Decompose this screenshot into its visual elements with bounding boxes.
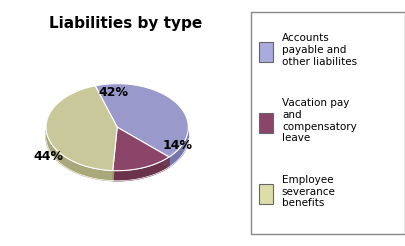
Polygon shape (117, 127, 169, 167)
Text: Accounts
payable and
other liabilites: Accounts payable and other liabilites (282, 33, 357, 66)
Bar (259, 184, 273, 204)
Bar (259, 113, 273, 133)
Text: 42%: 42% (98, 86, 128, 99)
Polygon shape (113, 127, 117, 181)
Polygon shape (113, 157, 169, 181)
Polygon shape (46, 131, 113, 181)
Polygon shape (113, 127, 117, 181)
Text: Vacation pay
and
compensatory
leave: Vacation pay and compensatory leave (282, 98, 357, 143)
Polygon shape (169, 128, 188, 167)
Text: Employee
severance
benefits: Employee severance benefits (282, 175, 336, 208)
Polygon shape (117, 127, 169, 167)
Text: 14%: 14% (162, 139, 192, 152)
Text: 44%: 44% (34, 150, 64, 163)
Polygon shape (95, 84, 188, 157)
Ellipse shape (46, 94, 188, 181)
Text: Liabilities by type: Liabilities by type (49, 16, 202, 31)
Polygon shape (46, 86, 117, 171)
Bar (259, 42, 273, 62)
Polygon shape (113, 127, 169, 171)
